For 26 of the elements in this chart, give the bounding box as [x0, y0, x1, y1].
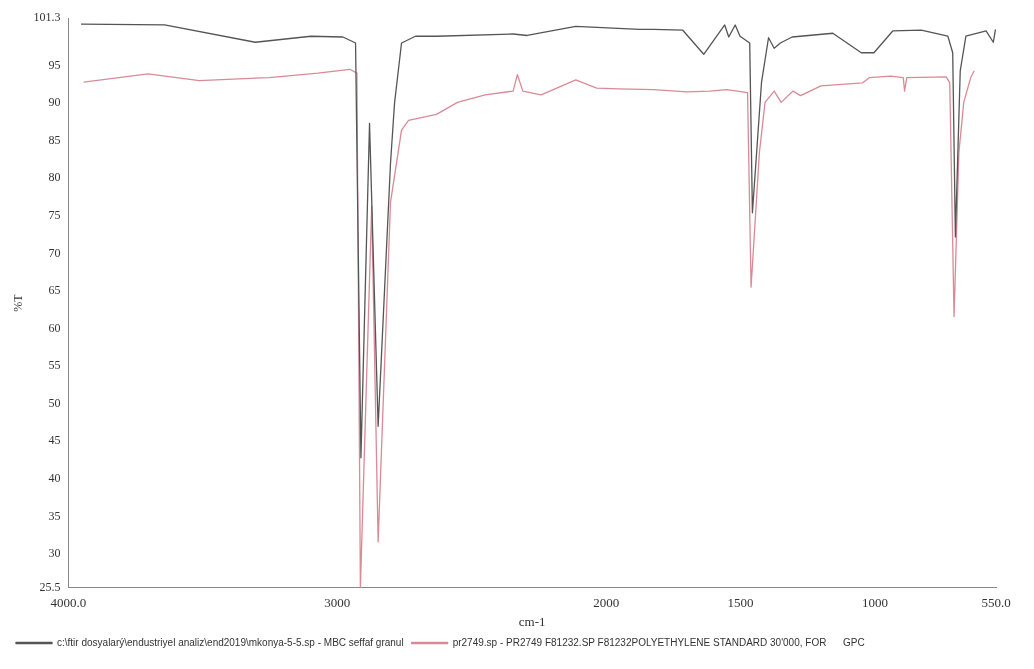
x-tick-label: 3000 — [324, 595, 351, 611]
y-tick-label: 80 — [48, 170, 61, 185]
x-tick-label: 2000 — [593, 595, 620, 611]
y-tick-label: 55 — [48, 358, 61, 373]
x-tick-label: 550.0 — [981, 595, 1011, 611]
x-tick-label: 4000.0 — [50, 595, 87, 611]
y-tick-label: 95 — [48, 57, 61, 72]
y-tick-label: 25.5 — [39, 579, 61, 594]
x-tick-label: 1500 — [727, 595, 754, 611]
legend-label: c:\ftir dosyalarý\endustriyel analiz\end2019\mkonya-5-5.sp - MBC seffaf granul — [57, 636, 404, 648]
y-tick-label: 60 — [48, 320, 61, 335]
y-tick-label: 90 — [48, 95, 61, 110]
y-tick-label: 85 — [48, 132, 61, 147]
y-tick-label: 50 — [48, 395, 61, 410]
y-tick-label: 101.3 — [33, 10, 61, 25]
y-tick-label: 65 — [48, 283, 61, 298]
y-tick-label: 45 — [48, 433, 61, 448]
y-tick-label: 35 — [48, 508, 61, 523]
y-tick-label: 75 — [48, 207, 61, 222]
x-axis-title: cm-1 — [518, 613, 546, 629]
y-tick-label: 40 — [48, 471, 61, 485]
y-axis-title: %T — [11, 293, 26, 312]
y-tick-label: 70 — [48, 245, 61, 260]
legend-label: pr2749.sp - PR2749 F81232.SP F81232POLYETHYLENE STANDARD 30'000, FOR GPC — [452, 636, 865, 648]
y-tick-label: 30 — [48, 546, 61, 561]
x-tick-label: 1000 — [862, 595, 889, 611]
